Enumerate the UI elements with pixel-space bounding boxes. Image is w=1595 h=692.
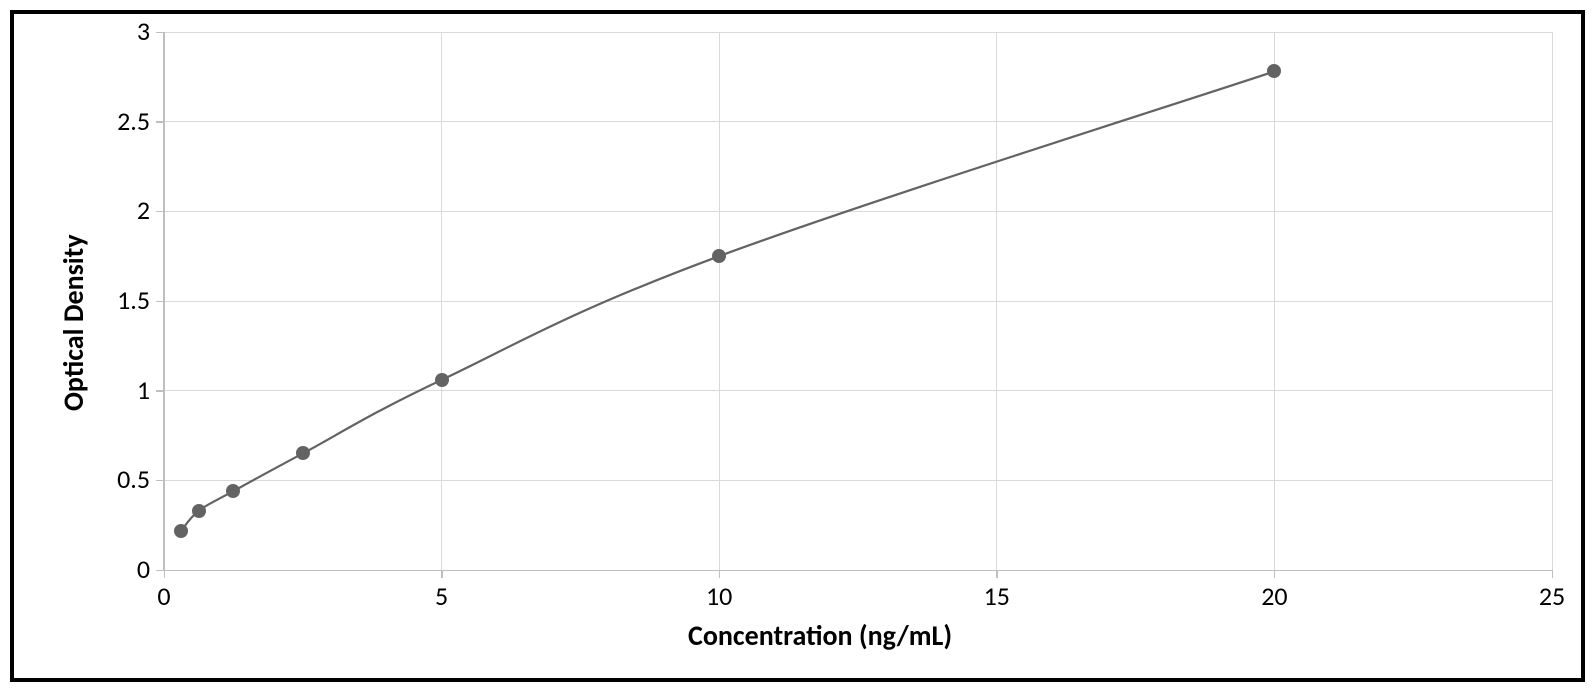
x-tick-label: 20 [1234, 580, 1314, 612]
data-marker [435, 373, 449, 387]
x-tick [719, 570, 721, 578]
y-tick [156, 211, 164, 213]
y-tick [156, 390, 164, 392]
series-svg [164, 32, 1552, 570]
series-line [181, 71, 1274, 530]
y-tick-label: 2.5 [80, 105, 150, 137]
y-tick-label: 2 [80, 194, 150, 226]
chart-frame: 051015202500.511.522.53 Optical Density … [10, 10, 1585, 682]
y-tick [156, 301, 164, 303]
x-tick-label: 5 [402, 580, 482, 612]
y-tick-label: 0.5 [80, 463, 150, 495]
y-tick [156, 32, 164, 34]
x-tick [441, 570, 443, 578]
x-tick [1552, 570, 1554, 578]
x-axis-label: Concentration (ng/mL) [688, 618, 952, 653]
y-tick-label: 3 [80, 15, 150, 47]
chart-area: 051015202500.511.522.53 Optical Density … [14, 14, 1581, 678]
plot-area: 051015202500.511.522.53 [164, 32, 1552, 570]
data-marker [174, 524, 188, 538]
x-tick-label: 15 [957, 580, 1037, 612]
y-tick [156, 121, 164, 123]
y-tick [156, 570, 164, 572]
x-tick-label: 25 [1512, 580, 1592, 612]
x-tick [164, 570, 166, 578]
y-tick-label: 0 [80, 553, 150, 585]
y-axis-label: Optical Density [56, 234, 91, 411]
y-tick [156, 480, 164, 482]
x-tick [996, 570, 998, 578]
data-marker [192, 504, 206, 518]
x-tick-label: 10 [679, 580, 759, 612]
x-tick [1274, 570, 1276, 578]
